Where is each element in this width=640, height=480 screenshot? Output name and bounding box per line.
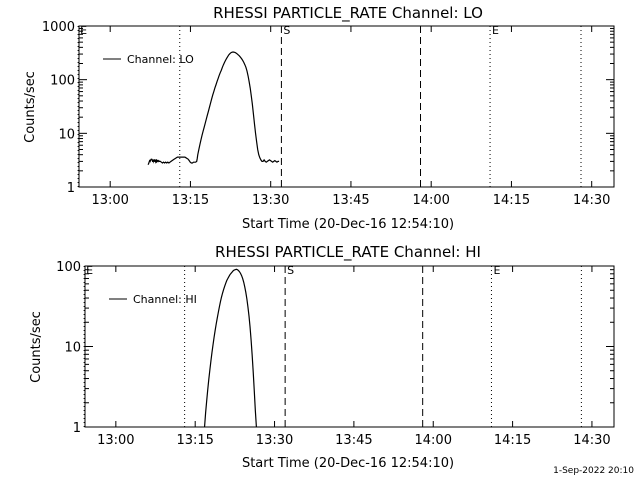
x-tick-label: 13:30 [256,433,293,448]
x-tick-label: 14:30 [573,193,610,208]
x-tick-label: 13:15 [176,433,213,448]
marker-label: E [492,24,499,37]
series-line [147,51,280,166]
y-tick-label: 100 [56,260,81,275]
x-tick-label: 13:00 [97,433,134,448]
y-tick-label: 1 [67,181,75,196]
hi-y-axis-label: Counts/sec [29,311,44,383]
hi-x-axis-label: Start Time (20-Dec-16 12:54:10) [242,456,454,471]
y-tick-label: 1000 [42,20,75,35]
y-tick-label: 100 [50,74,75,89]
lo-channel-panel: RHESSI PARTICLE_RATE Channel: LO Start T… [23,4,615,232]
legend-label: Channel: HI [133,293,197,306]
x-tick-label: 13:45 [332,193,369,208]
x-tick-label: 13:00 [91,193,128,208]
lo-y-axis-label: Counts/sec [23,71,38,143]
hi-channel-panel: RHESSI PARTICLE_RATE Channel: HI Start T… [29,243,615,471]
lo-x-axis-label: Start Time (20-Dec-16 12:54:10) [242,217,454,232]
x-tick-label: 13:15 [172,193,209,208]
x-tick-label: 14:00 [412,193,449,208]
plot-frame [78,25,615,188]
y-tick-label: 1 [73,421,81,436]
plot-frame [84,265,615,428]
x-tick-label: 14:00 [415,433,452,448]
x-tick-label: 14:15 [493,193,530,208]
footer-timestamp: 1-Sep-2022 20:10 [553,466,634,476]
marker-label: S [287,264,294,277]
x-tick-label: 13:30 [252,193,289,208]
marker-label: E [86,264,93,277]
x-tick-label: 14:15 [494,433,531,448]
lo-plot-title: RHESSI PARTICLE_RATE Channel: LO [213,4,483,23]
y-tick-label: 10 [64,341,81,356]
marker-label: E [493,264,500,277]
marker-label: E [80,24,87,37]
marker-label: S [283,24,290,37]
hi-plot-title: RHESSI PARTICLE_RATE Channel: HI [215,243,481,262]
y-tick-label: 10 [58,127,75,142]
x-tick-label: 14:30 [573,433,610,448]
series-line [203,268,257,428]
legend-label: Channel: LO [127,53,194,66]
x-tick-label: 13:45 [335,433,372,448]
